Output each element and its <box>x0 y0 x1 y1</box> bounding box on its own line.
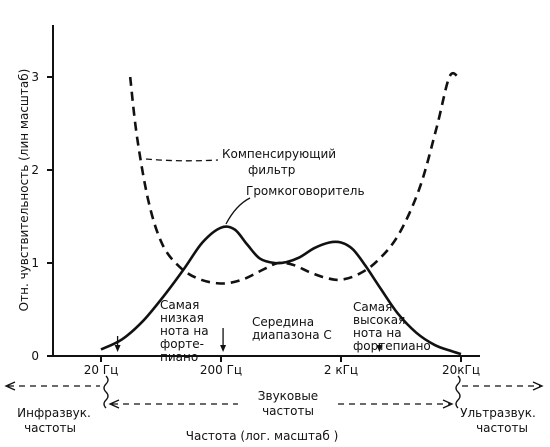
x-tick-label: 20 Гц <box>84 363 119 377</box>
x-tick-label: 20кГц <box>442 363 480 377</box>
y-tick-label: 2 <box>31 163 39 177</box>
sound-band-arrow-right <box>442 399 454 409</box>
y-ticks: 0 1 2 3 <box>31 70 53 363</box>
sound-band-arrow-left <box>108 399 120 409</box>
ultra-band-label: частоты <box>476 421 528 435</box>
x-tick-label: 2 кГц <box>324 363 358 377</box>
middle-c-arrow-head <box>220 345 227 352</box>
high-note-label: высокая <box>353 313 405 327</box>
high-note-label: фортепиано <box>353 339 431 353</box>
filter-leader-line <box>145 158 219 162</box>
ultra-boundary-mark <box>455 375 461 409</box>
low-note-label: нота на <box>160 324 209 338</box>
annotations: Компенсирующий фильтр Громкоговоритель Сама… <box>114 147 431 364</box>
filter-label-line: фильтр <box>248 163 295 177</box>
middle-c-label: диапазона С <box>252 328 332 342</box>
series-lines <box>100 71 462 356</box>
y-tick-label: 3 <box>31 70 39 84</box>
filter-label-line: Компенсирующий <box>222 147 336 161</box>
high-note-label: нота на <box>353 326 402 340</box>
infra-band-label: Инфразвук. <box>17 406 91 420</box>
low-note-label: низкая <box>160 311 204 325</box>
sound-band-label: Звуковые <box>258 389 318 403</box>
x-tick-label: 200 Гц <box>200 363 242 377</box>
y-tick-label: 1 <box>31 256 39 270</box>
infra-band-arrow <box>4 381 16 391</box>
sound-band-label: частоты <box>262 404 314 418</box>
low-note-label: пиано <box>160 350 198 364</box>
speaker-curve <box>100 225 462 356</box>
middle-c-label: Середина <box>252 315 314 329</box>
low-note-arrow-head <box>114 345 121 352</box>
frequency-bands: ЗвуковыечастотыИнфразвук.частотыУльтразв… <box>4 375 544 435</box>
x-axis-label: Частота (лог. масштаб ) <box>186 429 339 443</box>
infra-band-label: частоты <box>24 421 76 435</box>
high-note-arrow-head <box>376 345 383 352</box>
ultra-band-arrow <box>532 381 544 391</box>
ultra-band-label: Ультразвук. <box>460 406 536 420</box>
speaker-leader-line <box>225 197 251 225</box>
filter-curve <box>128 71 459 285</box>
low-note-label: форте- <box>160 337 204 351</box>
speaker-label: Громкоговоритель <box>246 184 365 198</box>
low-note-label: Самая <box>160 298 199 312</box>
y-tick-label: 0 <box>31 349 39 363</box>
high-note-label: Самая <box>353 300 392 314</box>
x-ticks: 20 Гц 200 Гц 2 кГц 20кГц <box>84 356 480 377</box>
infra-boundary-mark <box>103 375 109 409</box>
y-axis-label: Отн. чувствительность (лин масштаб) <box>17 69 31 312</box>
